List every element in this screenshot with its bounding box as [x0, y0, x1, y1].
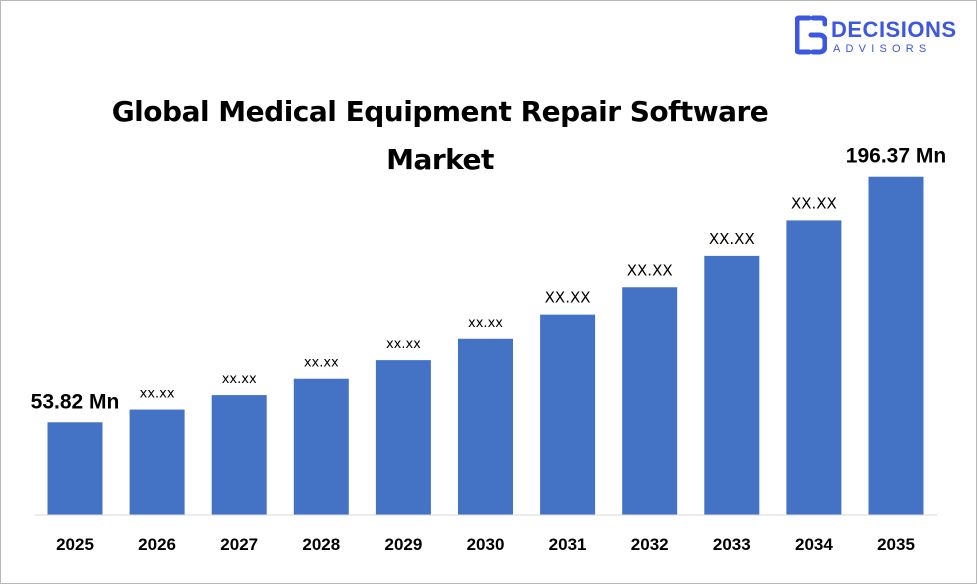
brand-tagline: ADVISORS: [833, 43, 932, 55]
brand-logo-icon: [795, 15, 827, 55]
brand-logo: DECISIONS ADVISORS: [795, 15, 965, 59]
bar-2026: [129, 409, 185, 515]
bar-2025: [47, 422, 103, 515]
x-tick-2034: 2034: [795, 535, 833, 554]
x-tick-2028: 2028: [302, 535, 340, 554]
data-label-2031: XX.XX: [545, 289, 591, 307]
data-label-2026: xx.xx: [140, 387, 175, 402]
chart-title: Global Medical Equipment Repair Software…: [111, 95, 769, 176]
data-label-2035: 196.37 Mn: [846, 145, 946, 168]
x-tick-2035: 2035: [877, 535, 915, 554]
data-label-2030: xx.xx: [468, 316, 503, 331]
x-tick-2026: 2026: [138, 535, 176, 554]
x-tick-2032: 2032: [631, 535, 669, 554]
data-label-2029: xx.xx: [386, 337, 421, 352]
data-label-2032: XX.XX: [627, 261, 673, 279]
bar-2034: [786, 220, 842, 515]
bar-2031: [540, 314, 596, 515]
x-tick-2030: 2030: [467, 535, 505, 554]
bar-2028: [293, 378, 349, 515]
bar-2029: [375, 360, 431, 515]
bar-2035: [868, 176, 924, 515]
x-tick-2031: 2031: [549, 535, 587, 554]
bar-series: [47, 176, 924, 515]
bar-2033: [704, 255, 760, 515]
data-label-2033: XX.XX: [709, 230, 755, 248]
bar-2027: [211, 395, 267, 515]
bar-2030: [458, 338, 513, 515]
x-tick-2029: 2029: [384, 535, 422, 554]
data-label-2034: XX.XX: [791, 194, 837, 212]
x-tick-2027: 2027: [220, 535, 258, 554]
data-label-2028: xx.xx: [304, 356, 339, 371]
brand-name: DECISIONS: [831, 17, 957, 42]
x-tick-2025: 2025: [56, 535, 94, 554]
x-tick-2033: 2033: [713, 535, 751, 554]
data-labels: 53.82 Mn xx.xx xx.xx xx.xx xx.xx xx.xx XX.XX XX…: [31, 145, 947, 414]
data-label-2027: xx.xx: [222, 372, 257, 387]
data-label-2025: 53.82 Mn: [31, 390, 120, 413]
bar-2032: [622, 287, 678, 515]
x-axis-tick-labels: 2025 2026 2027 2028 2029 2030 2031 2032 2033 2034…: [56, 535, 915, 554]
